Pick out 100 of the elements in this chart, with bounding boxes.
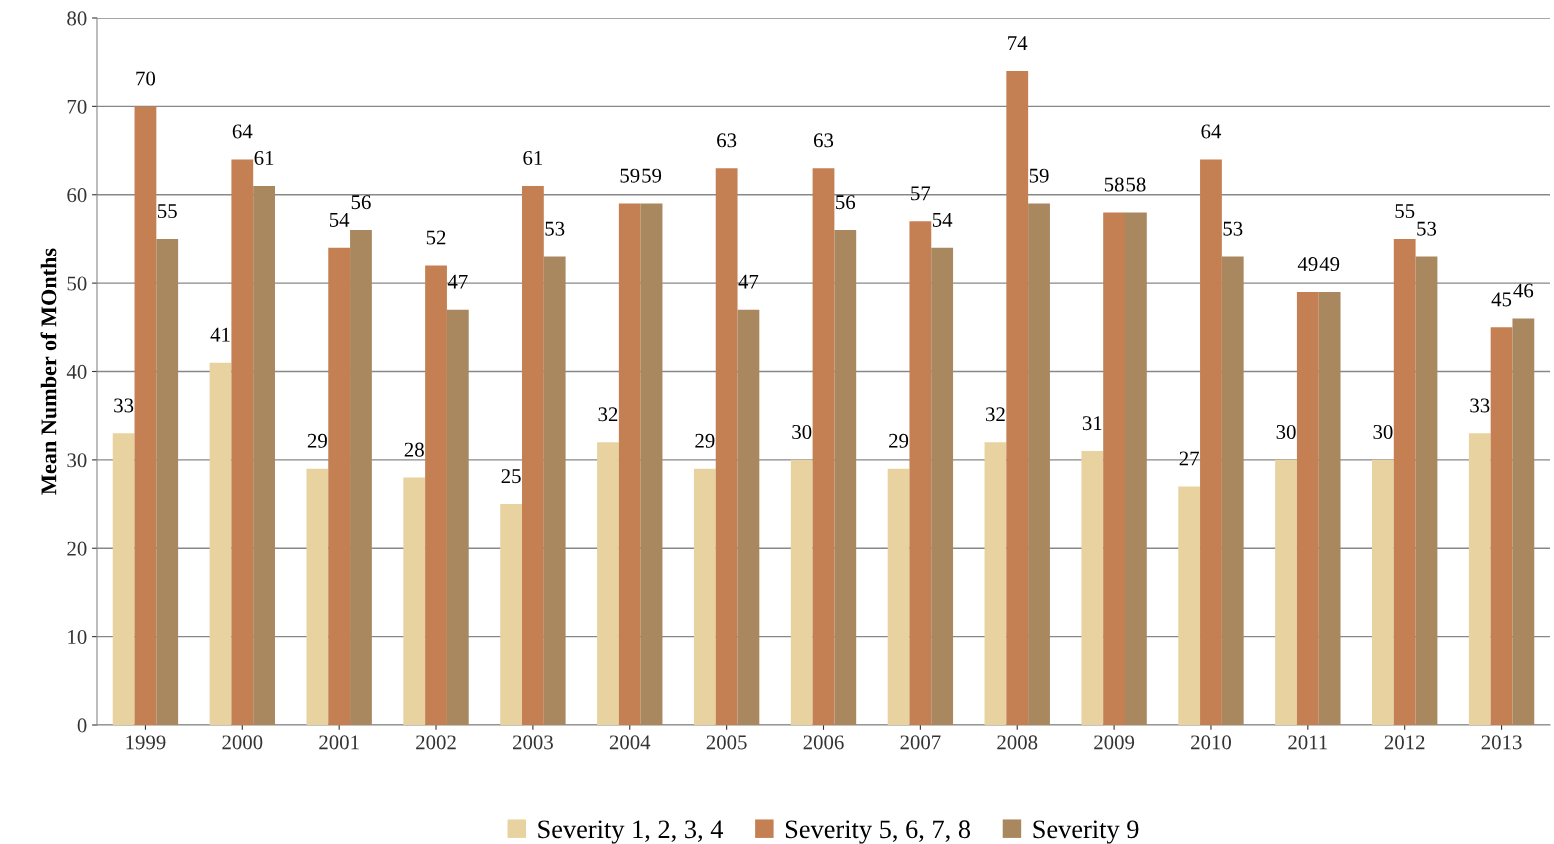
data-label: 33 (1470, 398, 1490, 413)
bar (1490, 327, 1513, 725)
data-label: 49 (1297, 257, 1318, 272)
y-tick-label: 40 (66, 364, 87, 379)
data-label: 49 (1319, 257, 1340, 272)
bar (1372, 459, 1394, 725)
data-label: 55 (1395, 204, 1415, 219)
bar (209, 362, 232, 725)
data-label: 53 (1223, 221, 1243, 236)
bar (1081, 451, 1104, 725)
bar (543, 256, 566, 725)
bar (737, 309, 760, 725)
y-tick-label: 50 (67, 276, 87, 291)
x-tick-label: 2000 (222, 735, 263, 750)
bar (425, 265, 447, 725)
data-label: 41 (210, 327, 230, 342)
data-label: 53 (1417, 221, 1437, 236)
data-label: 64 (1201, 124, 1222, 139)
x-tick-label: 2001 (319, 735, 359, 750)
bar (1393, 238, 1416, 725)
x-tick-label: 2012 (1384, 735, 1425, 750)
data-label: 63 (717, 133, 737, 148)
data-label: 29 (889, 433, 909, 448)
bar (328, 247, 351, 725)
bar (134, 106, 157, 725)
data-label: 27 (1179, 451, 1199, 466)
data-label: 47 (738, 274, 759, 289)
legend-label: Severity 1, 2, 3, 4 (538, 820, 724, 844)
bar (640, 203, 663, 725)
x-tick-label: 2005 (706, 735, 747, 750)
bar (812, 168, 835, 725)
bar (1275, 459, 1297, 725)
y-tick-label: 10 (68, 630, 87, 645)
data-label: 54 (329, 212, 350, 227)
data-label: 29 (307, 433, 327, 448)
data-label: 45 (1491, 292, 1512, 307)
bar (1296, 291, 1319, 725)
bar (403, 477, 426, 725)
data-label: 56 (351, 195, 371, 210)
data-label: 61 (254, 151, 274, 166)
x-tick-label: 2008 (997, 735, 1038, 750)
x-tick-label: 2006 (803, 735, 844, 750)
data-label: 30 (792, 424, 812, 439)
data-label: 25 (501, 469, 521, 484)
bar (909, 221, 932, 725)
y-tick-label: 80 (67, 11, 87, 26)
data-label: 63 (813, 133, 834, 148)
data-label: 52 (426, 230, 446, 245)
bar (231, 159, 254, 725)
y-tick-label: 60 (67, 188, 87, 203)
bar (112, 433, 135, 725)
x-tick-label: 2011 (1288, 735, 1328, 750)
bar (693, 468, 716, 725)
bar (500, 504, 522, 725)
x-tick-label: 1999 (126, 735, 166, 750)
legend-label: Severity 5, 6, 7, 8 (785, 820, 971, 844)
bar (156, 238, 179, 725)
legend-label: Severity 9 (1033, 820, 1139, 844)
bar (931, 247, 954, 725)
bar (1103, 212, 1125, 725)
y-axis-title: Mean Number of MOnths (40, 248, 57, 495)
bar (715, 168, 738, 725)
bar (834, 230, 857, 725)
bar (1006, 71, 1029, 725)
data-label: 30 (1276, 424, 1296, 439)
bar (1200, 159, 1222, 725)
y-tick-label: 30 (67, 453, 87, 468)
y-tick-label: 70 (67, 99, 87, 114)
y-tick-label: 0 (77, 718, 87, 733)
bar (597, 442, 619, 725)
y-tick-label: 20 (67, 541, 87, 556)
data-label: 74 (1008, 36, 1028, 50)
data-label: 59 (620, 168, 640, 183)
bar (1125, 212, 1147, 725)
bar (1512, 318, 1535, 725)
data-label: 32 (986, 407, 1005, 422)
x-tick-label: 2003 (512, 735, 553, 750)
data-label: 30 (1373, 424, 1393, 439)
data-label: 54 (932, 212, 953, 227)
x-tick-label: 2007 (900, 735, 941, 750)
data-label: 57 (911, 186, 931, 201)
bar (1221, 256, 1244, 725)
data-label: 31 (1082, 416, 1102, 431)
bar (1318, 291, 1341, 725)
bar (887, 468, 910, 725)
bar (1468, 433, 1491, 725)
data-label: 32 (598, 407, 618, 422)
bar (522, 185, 544, 725)
bar (1415, 256, 1438, 725)
data-label: 47 (447, 274, 468, 289)
data-label: 46 (1513, 283, 1534, 298)
bar (618, 203, 641, 725)
bar (1178, 486, 1201, 725)
bar (350, 230, 372, 725)
x-tick-label: 2002 (416, 735, 456, 750)
data-label: 59 (642, 168, 662, 183)
x-tick-label: 2010 (1191, 735, 1232, 750)
x-tick-label: 2004 (609, 735, 651, 750)
data-label: 53 (545, 221, 565, 236)
data-label: 28 (404, 442, 424, 457)
